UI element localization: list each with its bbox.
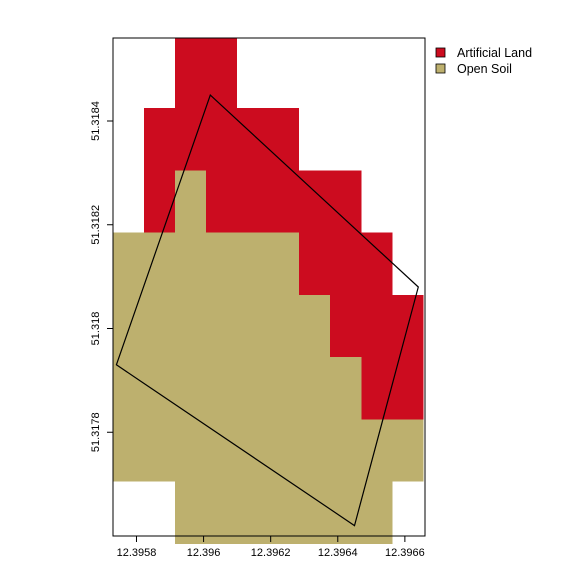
legend-swatch <box>435 63 446 74</box>
raster-cell-artificial-land <box>299 232 393 295</box>
raster-cell-open-soil <box>237 536 393 544</box>
raster-cell-open-soil <box>113 294 331 358</box>
raster-cell-open-soil <box>113 419 424 482</box>
x-tick-label: 12.3958 <box>117 547 157 559</box>
x-tick-label: 12.3966 <box>385 547 425 559</box>
raster-cell-artificial-land <box>330 294 424 358</box>
y-tick-label: 51.3182 <box>90 205 102 245</box>
raster-cell-artificial-land <box>175 38 238 109</box>
legend-label: Artificial Land <box>457 46 532 60</box>
raster-cell-artificial-land <box>361 357 424 420</box>
field-boundary-polygon <box>115 94 419 527</box>
raster-cell-artificial-land <box>206 170 300 233</box>
y-axis: 51.3178 51.318 51.3182 51.3184 <box>90 101 114 452</box>
x-tick-label: 12.3962 <box>251 547 291 559</box>
raster-cell-open-soil <box>113 357 362 420</box>
legend-label: Open Soil <box>457 62 512 76</box>
raster-cells <box>113 38 424 544</box>
x-axis: 12.3958 12.396 12.3962 12.3964 12.3966 <box>117 535 425 559</box>
x-tick-label: 12.396 <box>187 547 221 559</box>
raster-cell-artificial-land <box>299 170 362 233</box>
raster-cell-open-soil <box>113 232 300 295</box>
y-tick-label: 51.3184 <box>90 101 102 141</box>
legend-swatch <box>435 47 446 58</box>
legend: Artificial Land Open Soil <box>435 46 532 76</box>
raster-cell-open-soil <box>175 481 393 544</box>
raster-cell-artificial-land <box>144 170 176 233</box>
x-tick-label: 12.3964 <box>318 547 358 559</box>
raster-cell-artificial-land <box>144 108 300 171</box>
raster-cell-open-soil <box>175 170 207 233</box>
y-tick-label: 51.3178 <box>90 412 102 452</box>
y-tick-label: 51.318 <box>90 312 102 346</box>
